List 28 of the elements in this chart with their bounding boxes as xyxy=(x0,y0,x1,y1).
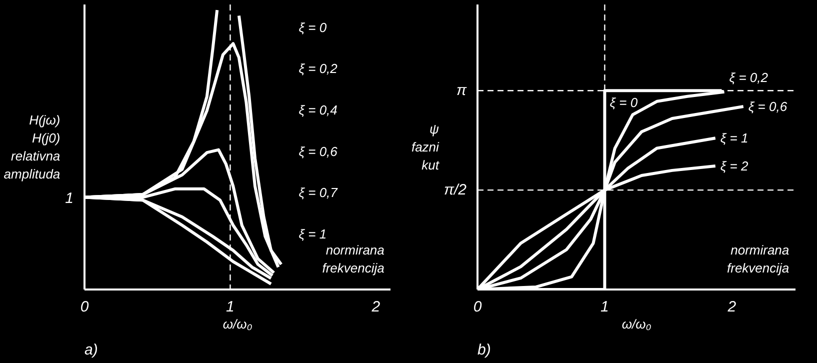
series-label: ξ = 2 xyxy=(720,158,749,174)
text: b) xyxy=(478,342,491,358)
x-tick-label: 2 xyxy=(370,298,381,316)
x-axis-title: ω/ω₀ xyxy=(622,316,652,332)
x-axis-title: ω/ω₀ xyxy=(222,316,253,332)
x-tick-label: 1 xyxy=(226,298,234,316)
series-label: ξ = 1 xyxy=(720,130,748,146)
text: 1 xyxy=(65,190,74,207)
y-axis-title: ψ fazni kut xyxy=(411,122,440,172)
series-label: ξ = 0,2 xyxy=(729,70,769,85)
y-axis-title: H(jω) H(j0) relativna amplituda xyxy=(4,112,60,182)
x-tick-label: 0 xyxy=(80,298,90,316)
x-tick-label: 2 xyxy=(726,298,737,316)
series-label: ξ = 0,6 xyxy=(748,98,788,114)
text: ξ = 0,4 xyxy=(298,102,338,118)
y-tick-label: π/2 xyxy=(444,182,468,199)
text: ξ = 0,6 xyxy=(298,144,338,159)
text: a) xyxy=(84,342,98,358)
text: ξ = 0,7 xyxy=(298,185,338,200)
x-tick-label: 1 xyxy=(600,298,609,316)
y-tick-label: π xyxy=(456,82,468,100)
text: ξ = 1 xyxy=(298,226,327,242)
text: ξ = 0 xyxy=(298,20,328,35)
x-tick-label: 0 xyxy=(473,298,482,316)
annotation: normirana frekvencija xyxy=(727,242,790,276)
text: ξ = 0,2 xyxy=(298,61,338,76)
series-label: ξ = 0 xyxy=(610,95,638,110)
annotation: normirana frekvencija xyxy=(322,242,384,276)
